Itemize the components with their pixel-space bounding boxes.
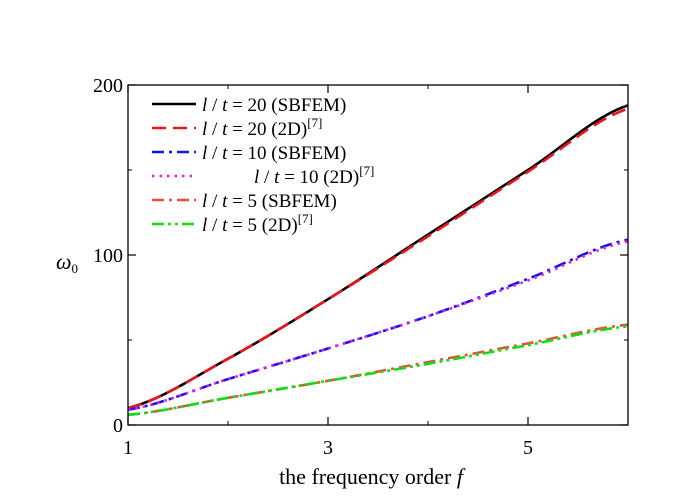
legend-value: = 10 (SBFEM) [227, 143, 346, 164]
y-tick-label: 0 [113, 415, 123, 437]
series-line-2 [127, 107, 629, 410]
legend-value: = 20 (2D) [227, 119, 307, 140]
legend-var: l [202, 143, 207, 164]
legend-sep: / [207, 95, 222, 116]
legend-value: = 20 (SBFEM) [227, 95, 346, 116]
legend-var: t [222, 119, 228, 140]
legend-label-1: l / t = 20 (SBFEM) [202, 95, 346, 116]
x-axis-label-text: the frequency order [279, 464, 452, 489]
legend-var: l [202, 191, 207, 212]
plot-lines [127, 104, 629, 417]
legend-var: t [222, 143, 228, 164]
legend-value: = 5 (2D) [227, 215, 297, 236]
x-axis-label-var: f [457, 464, 466, 489]
legend-var: l [202, 95, 207, 116]
legend-var: t [222, 95, 228, 116]
legend-label-2: l / t = 20 (2D)[7] [202, 115, 322, 140]
legend-sep: / [259, 167, 274, 188]
legend-ref: [7] [298, 211, 313, 226]
ticks [127, 84, 629, 426]
series-line-3 [127, 238, 629, 411]
x-tick-label: 3 [323, 437, 333, 459]
x-tick-label: 5 [523, 437, 533, 459]
y-axis-label: ω0 [56, 249, 78, 276]
legend-var: t [222, 215, 228, 236]
legend-sep: / [207, 119, 222, 140]
legend-value: = 10 (2D) [279, 167, 359, 188]
y-axis-label-symbol: ω [56, 249, 72, 274]
legend-sep: / [207, 143, 222, 164]
legend-var: l [254, 167, 259, 188]
legend-ref: [7] [307, 115, 322, 130]
x-axis-label: the frequency order f [279, 464, 466, 489]
series-line-6 [127, 325, 629, 417]
legend-ref: [7] [359, 163, 374, 178]
legend-var: t [274, 167, 280, 188]
tick-labels: 1 3 5 0 100 200 [93, 75, 533, 459]
legend-value: = 5 (SBFEM) [227, 191, 336, 212]
legend-label-6: l / t = 5 (2D)[7] [202, 211, 313, 236]
legend-sep: / [207, 215, 222, 236]
legend-var: l [202, 215, 207, 236]
y-tick-label: 100 [93, 245, 123, 267]
legend-var: l [202, 119, 207, 140]
x-tick-label: 1 [123, 437, 133, 459]
legend-sep: / [207, 191, 222, 212]
y-tick-label: 200 [93, 75, 123, 97]
legend-label-5: l / t = 5 (SBFEM) [202, 191, 337, 212]
legend: l / t = 20 (SBFEM)l / t = 20 (2D)[7]l / … [152, 95, 374, 236]
legend-label-4: l / t = 10 (2D)[7] [254, 163, 374, 188]
y-axis-label-subscript: 0 [72, 261, 79, 276]
legend-label-3: l / t = 10 (SBFEM) [202, 143, 346, 164]
legend-var: t [222, 191, 228, 212]
